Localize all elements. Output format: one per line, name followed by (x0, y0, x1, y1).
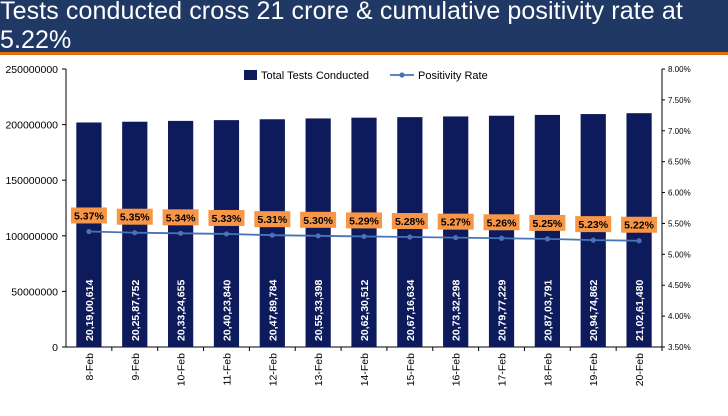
x-tick-label: 16-Feb (451, 353, 463, 386)
legend-swatch-tests (244, 70, 257, 80)
x-tick-label: 15-Feb (405, 353, 417, 386)
page-title: Tests conducted cross 21 crore & cumulat… (0, 0, 683, 54)
bar (76, 122, 102, 348)
data-label-box (483, 214, 520, 231)
bar-value-label: 20,87,03,791 (542, 280, 554, 341)
right-tick-label: 4.00% (668, 312, 691, 321)
positivity-point (269, 232, 275, 238)
data-label-box (437, 213, 474, 230)
x-tick-label: 17-Feb (497, 353, 509, 386)
data-label-box (346, 212, 382, 229)
x-tick-label: 13-Feb (313, 353, 325, 386)
right-tick-label: 7.50% (668, 96, 691, 105)
right-tick-label: 7.00% (668, 127, 691, 136)
positivity-point (132, 230, 138, 236)
positivity-data-label: 5.23% (578, 219, 608, 231)
left-tick-label: 0 (52, 342, 58, 354)
x-tick-label: 9-Feb (130, 353, 142, 381)
legend-label-tests: Total Tests Conducted (261, 70, 369, 82)
positivity-data-label: 5.33% (212, 213, 242, 225)
data-label-box (162, 209, 199, 226)
left-tick-label: 150000000 (5, 175, 58, 187)
data-label-box (391, 213, 428, 230)
right-tick-label: 6.00% (668, 189, 691, 198)
positivity-point (544, 236, 550, 242)
positivity-data-label: 5.35% (120, 212, 150, 224)
data-label-box (300, 211, 337, 228)
right-tick-label: 5.50% (668, 219, 691, 228)
positivity-data-label: 5.27% (441, 217, 471, 229)
positivity-point (636, 238, 642, 244)
right-tick-label: 6.50% (668, 158, 691, 167)
positivity-point (590, 237, 596, 243)
title-accent-line (0, 52, 728, 55)
data-label-box (621, 216, 658, 233)
positivity-data-label: 5.31% (257, 214, 287, 226)
legend-label-positivity: Positivity Rate (418, 70, 488, 82)
bar-value-label: 20,25,87,752 (130, 280, 142, 341)
left-tick-label: 250000000 (5, 64, 58, 76)
right-tick-label: 4.50% (668, 281, 691, 290)
left-tick-label: 200000000 (5, 120, 58, 132)
positivity-point (315, 233, 321, 239)
x-tick-label: 20-Feb (634, 353, 646, 386)
left-tick-label: 50000000 (11, 286, 58, 298)
left-tick-label: 100000000 (5, 231, 58, 243)
title-bar: Tests conducted cross 21 crore & cumulat… (0, 0, 728, 54)
data-label-box (116, 208, 153, 225)
positivity-data-label: 5.28% (395, 216, 425, 228)
data-label-box (70, 207, 107, 224)
bar-value-label: 20,62,30,512 (359, 280, 371, 341)
positivity-data-label: 5.26% (487, 217, 517, 229)
data-label-box (254, 211, 291, 228)
positivity-data-label: 5.37% (74, 210, 104, 222)
positivity-point (178, 230, 184, 236)
positivity-point (498, 235, 505, 241)
bar-value-label: 20,40,23,840 (221, 280, 233, 341)
bar (443, 116, 469, 347)
bar (534, 114, 560, 347)
positivity-data-label: 5.22% (624, 220, 654, 232)
x-tick-label: 10-Feb (176, 353, 188, 386)
legend-marker-positivity (399, 72, 405, 78)
bar-value-label: 20,33,24,655 (176, 280, 188, 341)
bar-value-label: 20,67,16,634 (405, 280, 417, 341)
data-label-box (575, 216, 612, 233)
bar (397, 117, 423, 347)
data-label-box (208, 209, 245, 226)
bar-value-label: 20,73,32,298 (451, 280, 463, 341)
positivity-data-label: 5.25% (532, 218, 562, 230)
bar-value-label: 21,02,61,480 (634, 280, 646, 341)
right-tick-label: 8.00% (668, 65, 691, 74)
bar (488, 115, 515, 347)
bar (351, 117, 377, 348)
bar-value-label: 20,55,33,398 (313, 280, 325, 341)
bar-value-label: 20,94,74,862 (588, 280, 600, 341)
bar-value-label: 20,79,77,229 (497, 280, 509, 341)
positivity-point (86, 228, 92, 235)
x-tick-label: 8-Feb (84, 353, 96, 381)
x-tick-label: 14-Feb (359, 353, 371, 386)
bar (305, 118, 331, 347)
x-tick-label: 12-Feb (267, 353, 279, 386)
x-tick-label: 19-Feb (588, 353, 600, 386)
positivity-data-label: 5.29% (349, 215, 379, 227)
right-tick-label: 5.00% (668, 250, 691, 259)
positivity-data-label: 5.34% (166, 212, 196, 224)
data-label-box (529, 214, 566, 231)
positivity-point (453, 235, 459, 241)
bar-value-label: 20,47,89,784 (267, 280, 279, 341)
x-tick-label: 11-Feb (221, 353, 233, 386)
positivity-data-label: 5.30% (303, 215, 333, 227)
bar-value-label: 20,19,00,614 (84, 280, 96, 341)
positivity-point (361, 233, 367, 240)
right-tick-label: 3.50% (668, 343, 691, 352)
combo-chart: 0 50000000 100000000 150000000 200000000 2500… (5, 64, 691, 386)
positivity-point (407, 234, 413, 240)
positivity-point (223, 231, 230, 237)
x-tick-label: 18-Feb (542, 353, 554, 386)
